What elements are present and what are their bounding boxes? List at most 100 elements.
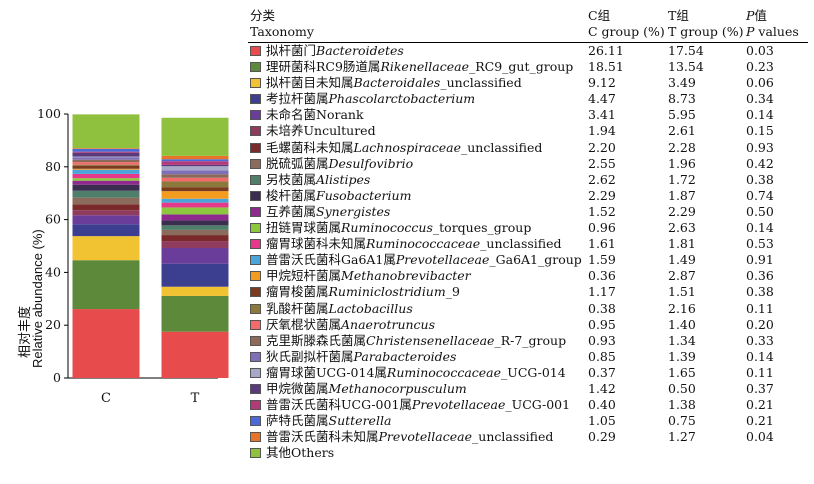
taxonomy-name: 甲烷微菌属Methanocorpusculum <box>266 381 467 397</box>
bar-segment <box>72 169 140 174</box>
legend-swatch <box>250 287 261 298</box>
taxonomy-latin: Prevotellaceae <box>378 429 473 445</box>
header-taxonomy-en: Taxonomy <box>250 24 314 39</box>
table-row: 甲烷短杆菌属Methanobrevibacter 0.36 2.87 0.36 <box>248 268 808 284</box>
taxonomy-latin: Methanocorpusculum <box>328 380 467 396</box>
taxonomy-suffix: _9 <box>445 284 460 300</box>
c-group-value: 9.12 <box>588 75 616 91</box>
bar-segment <box>72 204 140 211</box>
taxonomy-cn: 狄氏副拟杆菌属 <box>266 348 354 364</box>
bar-segment <box>72 178 140 181</box>
taxonomy-latin: Ruminiclostridium <box>328 284 446 300</box>
taxonomy-latin: Methanobrevibacter <box>341 268 471 284</box>
p-value: 0.03 <box>746 43 774 58</box>
table-row: 乳酸杆菌属Lactobacillus 0.38 2.16 0.11 <box>248 301 808 317</box>
table-row: 瘤胃球菌科未知属Ruminococcaceae_unclassified 1.61… <box>248 236 808 252</box>
bar-segment <box>161 177 229 182</box>
taxonomy-latin: Ruminococcaceae <box>386 364 502 380</box>
bar-segment <box>72 168 140 170</box>
bar-segment <box>161 181 229 188</box>
t-group-value: 2.61 <box>668 123 696 139</box>
bar-segment <box>161 161 229 165</box>
taxonomy-latin: Ruminococcus <box>341 220 433 236</box>
bar-segment <box>161 159 229 162</box>
taxonomy-name: 另枝菌属Alistipes <box>266 172 370 188</box>
x-category-label: C <box>101 391 111 406</box>
taxonomy-name: 普雷沃氏菌科UCG-001属Prevotellaceae_UCG-001 <box>266 397 570 413</box>
stacked-bar-chart: 0 20 40 60 80 100 C T <box>37 106 229 406</box>
t-group-value: 2.63 <box>668 220 696 236</box>
c-group-value: 18.51 <box>588 59 624 75</box>
bar-segment <box>72 152 140 157</box>
header-p-cn-italic: P <box>746 8 755 23</box>
legend-swatch <box>250 367 261 378</box>
taxonomy-suffix: _unclassified <box>472 429 554 445</box>
c-group-value: 1.42 <box>588 380 616 396</box>
table-row: 普雷沃氏菌科未知属Prevotellaceae_unclassified 0.29… <box>248 429 808 445</box>
taxonomy-name: 瘤胃梭菌属Ruminiclostridium_9 <box>266 284 460 300</box>
table-row: 瘤胃球菌UCG-014属Ruminococcaceae_UCG-014 0.37 1… <box>248 365 808 381</box>
bar-segment <box>72 148 140 149</box>
c-group-value: 0.96 <box>588 220 616 236</box>
legend-swatch <box>250 190 261 201</box>
taxonomy-latin: Sutterella <box>328 413 392 429</box>
table-row: 狄氏副拟杆菌属Parabacteroides 0.85 1.39 0.14 <box>248 349 808 365</box>
legend-swatch <box>250 432 261 443</box>
taxonomy-cn: 脱硫弧菌属 <box>266 155 329 171</box>
table-row: 未命名菌Norank 3.41 5.95 0.14 <box>248 107 808 123</box>
x-category-label: T <box>191 391 200 406</box>
bar-segment <box>161 235 229 242</box>
taxonomy-cn: 普雷沃氏菌科未知属 <box>266 429 379 445</box>
bar-segment <box>72 151 140 153</box>
taxonomy-name: 脱硫弧菌属Desulfovibrio <box>266 156 413 172</box>
p-value: 0.93 <box>746 139 774 155</box>
c-group-value: 2.20 <box>588 139 616 155</box>
bar-segment <box>72 197 140 205</box>
taxonomy-name: 萨特氏菌属Sutterella <box>266 413 391 429</box>
c-group-value: 0.95 <box>588 316 616 332</box>
header-p-cn-rest: 值 <box>754 8 767 23</box>
taxonomy-name: 克里斯滕森氏菌属Christensenellaceae_R-7_group <box>266 333 566 349</box>
p-value: 0.91 <box>746 252 774 268</box>
t-group-value: 2.16 <box>668 300 696 316</box>
y-tick-label: 40 <box>45 264 61 279</box>
p-value: 0.11 <box>746 364 774 380</box>
table-row: 梭杆菌属Fusobacterium 2.29 1.87 0.74 <box>248 188 808 204</box>
c-group-value: 0.37 <box>588 364 616 380</box>
c-group-value: 0.36 <box>588 268 616 284</box>
header-t-en: T group (%) <box>668 24 744 39</box>
p-value: 0.20 <box>746 316 774 332</box>
bar-segment <box>161 117 229 156</box>
legend-swatch <box>250 319 261 330</box>
taxonomy-cn: 拟杆菌目未知属 <box>266 75 354 91</box>
taxonomy-cn: 甲烷短杆菌属 <box>266 268 342 284</box>
table-row: 克里斯滕森氏菌属Christensenellaceae_R-7_group 0.9… <box>248 333 808 349</box>
bar-segment <box>161 170 229 175</box>
table-row: 拟杆菌目未知属Bacteroidales_unclassified 9.12 3.4… <box>248 75 808 91</box>
taxonomy-cn: 乳酸杆菌属 <box>266 300 329 316</box>
bar-segment <box>161 229 229 236</box>
table-body: 拟杆菌门Bacteroidetes 26.11 17.54 0.03 理研菌科RC9肠道… <box>248 43 808 461</box>
p-value: 0.37 <box>746 380 774 396</box>
p-value: 0.33 <box>746 332 774 348</box>
y-tick-label: 80 <box>45 159 61 174</box>
legend-swatch <box>250 271 261 282</box>
bar-segment <box>72 184 140 191</box>
header-c-en: C group (%) <box>588 24 665 39</box>
header-c-group: C组 C group (%) <box>588 8 665 40</box>
taxonomy-cn: 克里斯滕森氏菌属 <box>266 332 367 348</box>
p-value: 0.74 <box>746 187 774 203</box>
bar-segment <box>161 202 229 208</box>
taxonomy-cn: 普雷沃氏菌科Ga6A1属 <box>266 252 396 268</box>
c-group-value: 0.85 <box>588 348 616 364</box>
t-group-value: 1.49 <box>668 252 696 268</box>
y-axis-title-en: Relative abundance (%) <box>30 229 45 368</box>
bar-segment <box>161 207 229 215</box>
taxonomy-suffix: _unclassified <box>480 236 562 252</box>
taxonomy-name: 其他Others <box>266 445 334 461</box>
taxonomy-name: 瘤胃球菌科未知属Ruminococcaceae_unclassified <box>266 236 562 252</box>
c-group-value: 1.94 <box>588 123 616 139</box>
bar-segment <box>72 190 140 198</box>
table-row: 另枝菌属Alistipes 2.62 1.72 0.38 <box>248 172 808 188</box>
p-value: 0.21 <box>746 397 774 413</box>
